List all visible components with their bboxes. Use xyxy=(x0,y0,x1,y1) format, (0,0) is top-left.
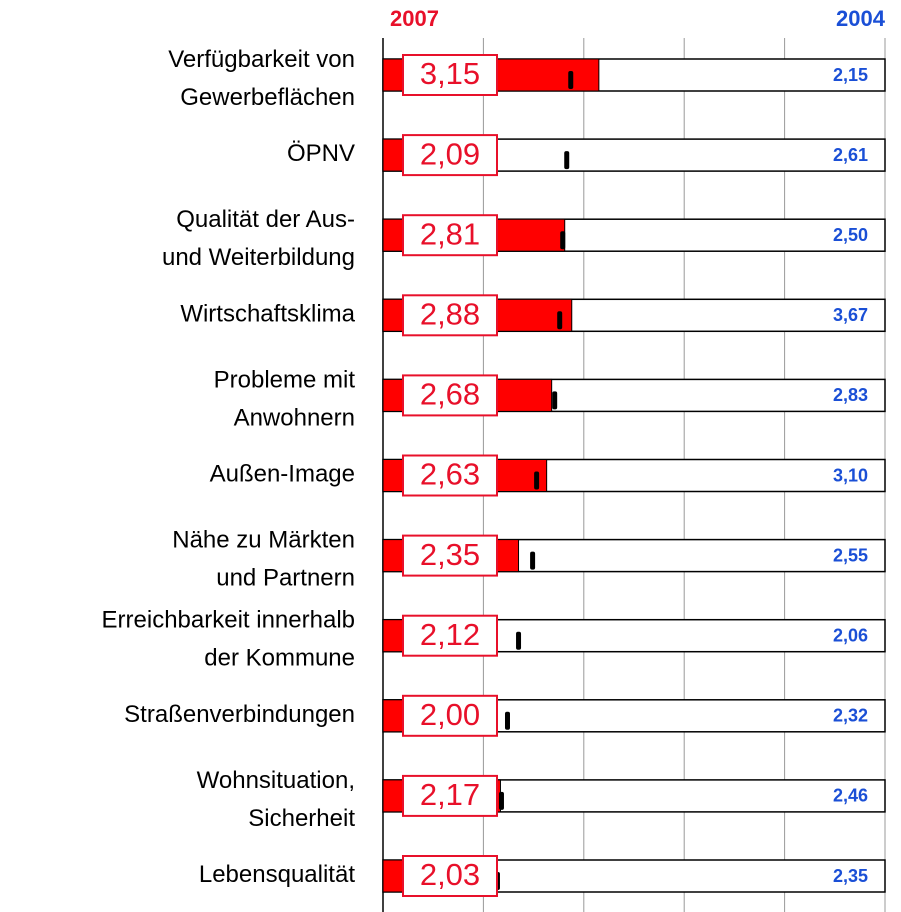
category-label-line: Erreichbarkeit innerhalb xyxy=(102,607,355,634)
category-label-line: Lebensqualität xyxy=(199,861,355,888)
category-label-line: Probleme mit xyxy=(214,367,356,394)
category-label-line: und Weiterbildung xyxy=(162,245,355,272)
legend-label: 2007 xyxy=(390,6,439,31)
category-label-line: Verfügbarkeit von xyxy=(168,46,355,73)
category-label-line: Straßenverbindungen xyxy=(124,701,355,728)
marker xyxy=(560,231,566,250)
value-label-box xyxy=(402,374,498,417)
category-label: Wohnsituation, Sicherheit xyxy=(197,767,356,832)
value-label: 2,68 xyxy=(420,377,480,412)
value-label: 2,81 xyxy=(420,216,480,251)
legend-label: 2004 xyxy=(836,6,886,31)
value-label: 2,09 xyxy=(420,136,480,171)
category-label: Nähe zu Märkten und Partnern xyxy=(172,527,355,592)
category-label-line: Nähe zu Märkten xyxy=(172,527,355,554)
value-label-box xyxy=(402,534,498,577)
value-label-box xyxy=(402,214,498,257)
value-label-box xyxy=(402,454,498,497)
value-label-2004: 2,15 xyxy=(833,65,868,85)
marker xyxy=(534,471,540,490)
value-label-box xyxy=(402,774,498,817)
category-label: Probleme mit Anwohnern xyxy=(214,367,356,432)
value-label-box xyxy=(402,134,498,177)
value-label: 2,63 xyxy=(420,457,480,492)
value-label-2004: 2,61 xyxy=(833,145,868,165)
value-label: 2,03 xyxy=(420,857,480,892)
category-label: Erreichbarkeit innerhalb der Kommune xyxy=(102,607,355,672)
category-label-line: Anwohnern xyxy=(234,405,355,432)
marker xyxy=(504,711,510,730)
category-label: Verfügbarkeit von Gewerbeflächen xyxy=(168,46,355,111)
value-label-2004: 3,67 xyxy=(833,305,868,325)
category-label-line: Sicherheit xyxy=(248,805,355,832)
value-label-2004: 2,06 xyxy=(833,625,868,645)
marker xyxy=(498,791,504,810)
category-label: Lebensqualität xyxy=(199,861,355,888)
value-label-box xyxy=(402,614,498,657)
value-label-2004: 2,46 xyxy=(833,786,868,806)
category-label: Außen-Image xyxy=(210,461,355,488)
value-label: 2,35 xyxy=(420,537,480,572)
marker xyxy=(557,311,563,330)
value-label-2004: 2,83 xyxy=(833,385,868,405)
value-label: 2,88 xyxy=(420,296,480,331)
marker xyxy=(568,71,574,89)
category-label-line: der Kommune xyxy=(204,645,355,672)
value-label-2004: 3,10 xyxy=(833,465,868,485)
value-label-box xyxy=(402,855,498,897)
category-label: ÖPNV xyxy=(287,140,355,167)
category-label-line: Gewerbeflächen xyxy=(180,84,355,111)
category-label-line: und Partnern xyxy=(216,565,355,592)
marker xyxy=(516,631,522,650)
marker xyxy=(530,551,536,570)
category-label-line: Wirtschaftsklima xyxy=(180,301,355,328)
category-label: Wirtschaftsklima xyxy=(180,301,355,328)
category-label: Qualität der Aus-und Weiterbildung xyxy=(162,207,355,272)
marker xyxy=(552,391,558,410)
category-label-line: Qualität der Aus- xyxy=(176,207,355,234)
category-label-line: ÖPNV xyxy=(287,140,355,167)
value-label-box xyxy=(402,694,498,737)
value-label: 2,00 xyxy=(420,697,480,732)
marker xyxy=(564,151,570,170)
value-label-2004: 2,55 xyxy=(833,545,868,565)
value-label-2004: 2,32 xyxy=(833,706,868,726)
value-label: 2,12 xyxy=(420,617,480,652)
value-label-2004: 2,35 xyxy=(833,866,868,886)
category-label-line: Wohnsituation, xyxy=(197,767,355,794)
value-label-box xyxy=(402,54,498,96)
category-label-line: Außen-Image xyxy=(210,461,355,488)
category-label: Straßenverbindungen xyxy=(124,701,355,728)
value-label-2004: 2,50 xyxy=(833,225,868,245)
value-label-box xyxy=(402,294,498,337)
value-label: 3,15 xyxy=(420,56,480,91)
value-label: 2,17 xyxy=(420,777,480,812)
